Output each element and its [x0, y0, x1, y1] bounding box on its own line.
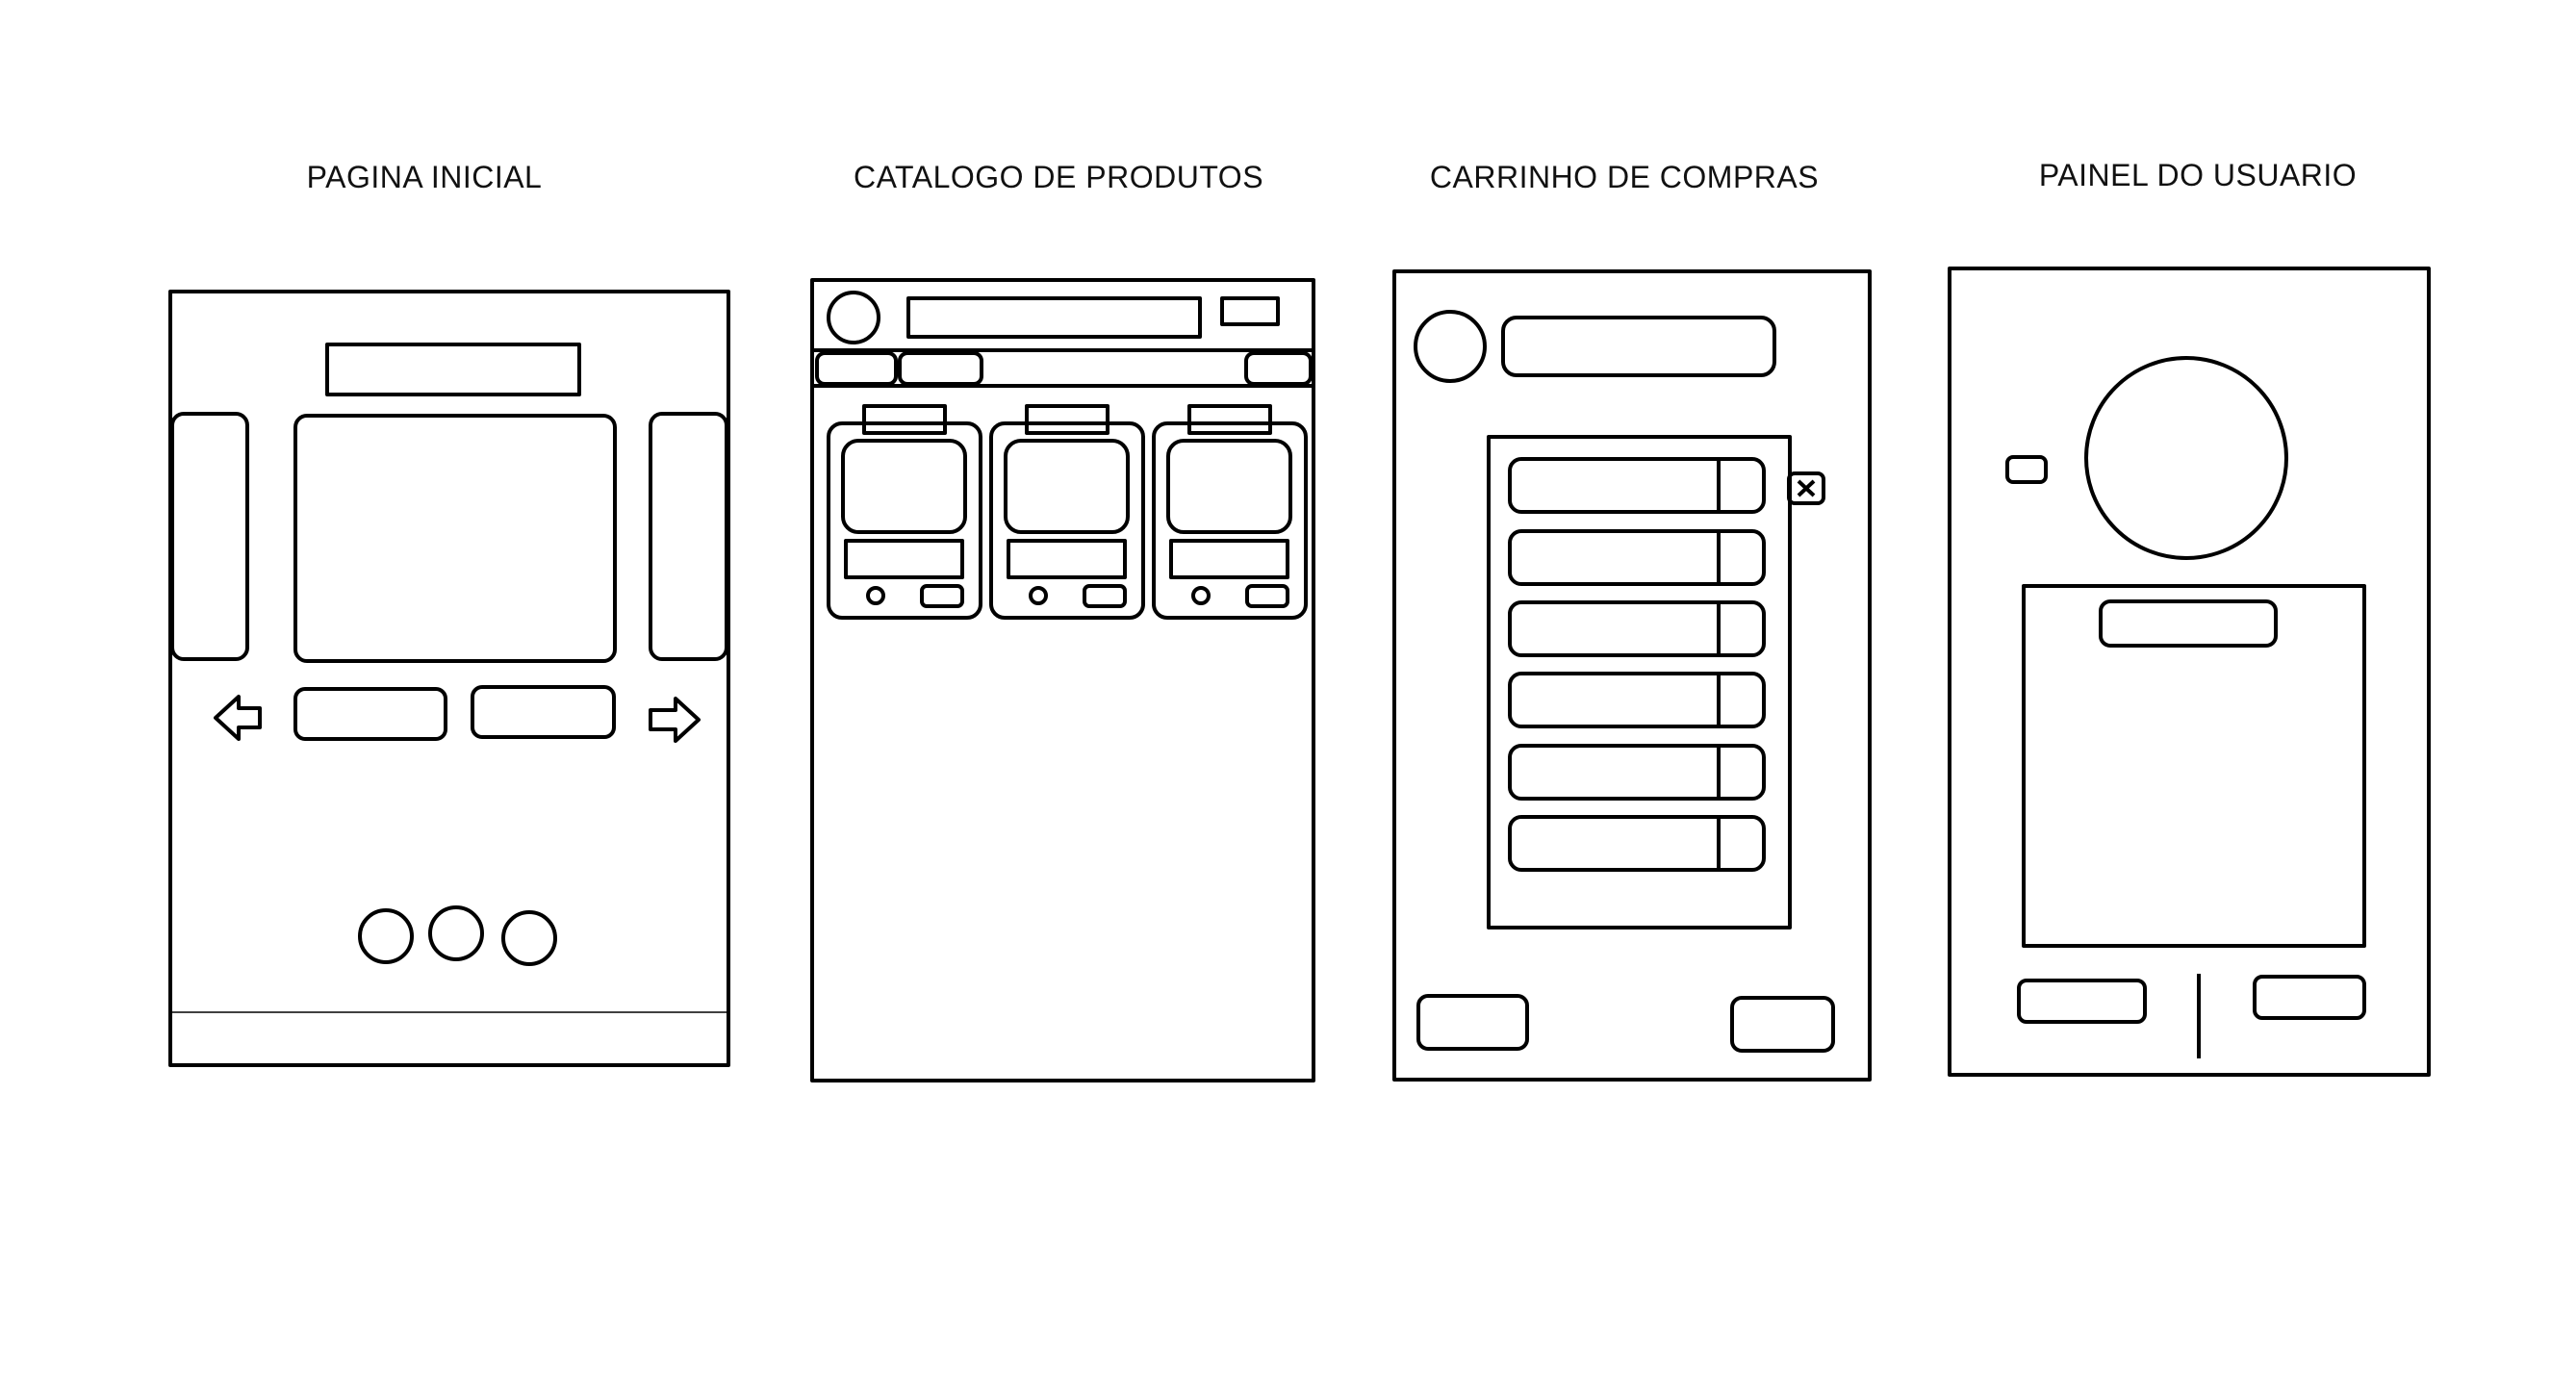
home-screen-frame	[168, 290, 730, 1067]
product-card-image	[1004, 439, 1130, 534]
product-card-label	[862, 404, 947, 435]
product-card-dot	[1191, 586, 1211, 605]
home-button-2	[471, 685, 616, 739]
product-card-frame	[1152, 421, 1308, 620]
product-card-image	[841, 439, 967, 534]
remove-item-box	[1787, 471, 1825, 505]
catalog-header-button	[1220, 296, 1280, 326]
cart-header-bar	[1501, 316, 1776, 377]
cart-item	[1508, 744, 1766, 801]
arrow-left-icon	[214, 695, 262, 741]
product-card-frame	[827, 421, 982, 620]
product-card-dot	[1029, 586, 1048, 605]
home-side-panel-left	[170, 412, 249, 661]
catalog-search-bar	[906, 296, 1202, 339]
user-screen-frame	[1948, 267, 2431, 1077]
screen-title-catalog: CATALOGO DE PRODUTOS	[853, 160, 1264, 194]
screen-title-cart: CARRINHO DE COMPRAS	[1429, 160, 1820, 194]
user-small-button	[2005, 455, 2048, 484]
screen-title-user: PAINEL DO USUARIO	[2038, 158, 2358, 192]
product-card-frame	[989, 421, 1145, 620]
cart-items-panel	[1487, 435, 1792, 929]
cart-item	[1508, 529, 1766, 586]
product-card-title	[1169, 539, 1289, 579]
catalog-logo	[827, 291, 880, 344]
arrow-right-icon	[649, 697, 701, 743]
user-avatar	[2084, 356, 2288, 560]
product-card-title	[844, 539, 964, 579]
user-wireframe	[1948, 267, 2431, 1077]
cart-item-bar	[1508, 457, 1766, 514]
home-header-bar	[325, 343, 581, 396]
cart-screen-frame	[1392, 269, 1872, 1082]
product-card-button	[1245, 584, 1289, 608]
product-card-dot	[866, 586, 885, 605]
user-footer-button-left	[2017, 979, 2147, 1024]
product-card	[989, 404, 1145, 620]
user-info-panel	[2022, 584, 2366, 948]
home-button-1	[293, 687, 447, 741]
carousel-dot-2	[428, 905, 484, 961]
cart-item-bar	[1508, 672, 1766, 728]
product-card-label	[1025, 404, 1109, 435]
cart-item	[1508, 600, 1766, 657]
catalog-nav-tab-1	[815, 351, 898, 386]
user-footer-button-right	[2253, 975, 2366, 1020]
home-side-panel-right	[649, 412, 728, 661]
cart-item	[1508, 815, 1766, 872]
product-card-label	[1187, 404, 1272, 435]
product-card	[1152, 404, 1308, 620]
cart-item	[1508, 457, 1766, 514]
cart-footer-button-right	[1730, 996, 1835, 1053]
cart-item-bar	[1508, 744, 1766, 801]
cart-footer-button-left	[1416, 994, 1529, 1051]
cart-wireframe	[1392, 269, 1872, 1082]
catalog-screen-frame	[810, 278, 1315, 1082]
home-banner	[293, 414, 617, 663]
cart-item	[1508, 672, 1766, 728]
catalog-wireframe	[810, 278, 1315, 1082]
catalog-nav-tab-3	[1244, 351, 1313, 386]
product-card-image	[1166, 439, 1292, 534]
product-card-button	[920, 584, 964, 608]
product-card	[827, 404, 982, 620]
cart-item-bar	[1508, 600, 1766, 657]
user-name-bar	[2099, 599, 2278, 648]
close-x-icon	[1787, 471, 1825, 505]
product-card-title	[1007, 539, 1127, 579]
remove-item-x	[1797, 479, 1816, 497]
screen-title-home: PAGINA INICIAL	[306, 160, 543, 194]
cart-avatar	[1414, 310, 1487, 383]
carousel-dot-3	[501, 910, 557, 966]
home-wireframe	[168, 290, 730, 1067]
product-card-button	[1083, 584, 1127, 608]
carousel-dot-1	[358, 908, 414, 964]
cart-item-bar	[1508, 529, 1766, 586]
cart-item-bar	[1508, 815, 1766, 872]
catalog-nav-tab-2	[898, 351, 983, 386]
